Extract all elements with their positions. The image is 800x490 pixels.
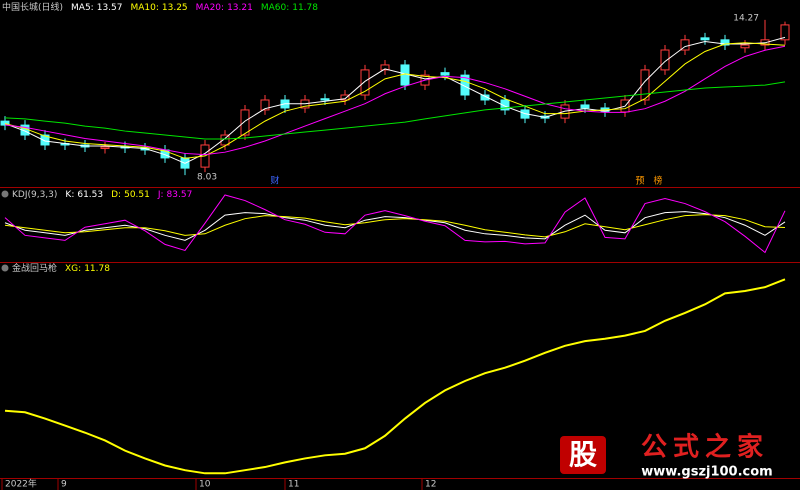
legend-name: MA5: [71,3,94,13]
candle-body [100,146,110,149]
legend-name: K: [65,190,74,200]
series-line [4,81,786,140]
x-tick-label: 11 [288,480,299,490]
legend: KDJ(9,3,3) K: 61.53 D: 50.51 J: 83.57 [12,190,192,200]
series-line [4,194,786,254]
legend-value: 13.21 [227,3,253,13]
candle-body [660,49,670,71]
candle-body [740,44,750,49]
legend-value: 13.57 [97,3,123,13]
candle-body [240,109,250,136]
panel-title: 中国长城(日线) [2,1,63,13]
candle-body [360,69,370,96]
legend-value: 13.25 [162,3,188,13]
legend-value: 11.78 [84,264,110,274]
legend-name: MA10: [130,3,158,13]
x-tick-label: 9 [61,480,67,490]
low-annotation: 8.03 [197,173,217,183]
candle-body [340,94,350,101]
candle-body [700,37,710,41]
candle-body [460,74,470,96]
legend: 金战回马枪 XG: 11.78 [12,262,110,274]
legend-name: MA20: [196,3,224,13]
candle-body [720,39,730,46]
event-marker: 财 [270,175,279,187]
x-tick-label: 2022年 [5,478,37,490]
candle-body [260,99,270,111]
series-line [4,278,786,475]
watermark-icon-box [560,436,606,474]
legend-name: MA60: [261,3,289,13]
legend-value: 61.53 [77,190,103,200]
watermark-text: 公式之家 [641,432,769,463]
legend-name: D: [111,190,121,200]
series-line [4,45,786,156]
legend-value: 50.51 [124,190,150,200]
legend-value: 83.57 [167,190,193,200]
panel-title: 金战回马枪 [12,262,57,274]
legend-value: 11.78 [292,3,318,13]
candle-body [320,98,330,101]
x-tick-label: 12 [425,480,436,490]
candle-body [580,104,590,109]
candle-body [40,134,50,146]
candle-body [380,64,390,71]
candle-body [480,94,490,101]
high-annotation: 14.27 [733,13,759,23]
candle-body [640,69,650,101]
candle-body [440,72,450,76]
event-marker: 榜 [653,175,662,187]
series-line [4,211,786,241]
series-line [4,42,786,159]
legend-name: XG: [65,264,81,274]
panel-title: KDJ(9,3,3) [12,190,57,200]
legend: 中国长城(日线) MA5: 13.57 MA10: 13.25 MA20: 13.21 MA6… [2,1,318,13]
watermark-icon: 股 [569,438,597,471]
x-tick-label: 10 [199,480,211,490]
panel-icon [1,264,9,272]
series-line [4,36,786,164]
series-line [4,214,786,238]
legend-name: J: [157,190,164,200]
watermark-url: www.gszj100.com [641,465,772,480]
candle-body [220,134,230,146]
event-marker: 预 [635,176,644,187]
candle-body [780,24,790,41]
candle-body [500,99,510,111]
candle-body [680,39,690,51]
panel-icon [1,190,9,198]
